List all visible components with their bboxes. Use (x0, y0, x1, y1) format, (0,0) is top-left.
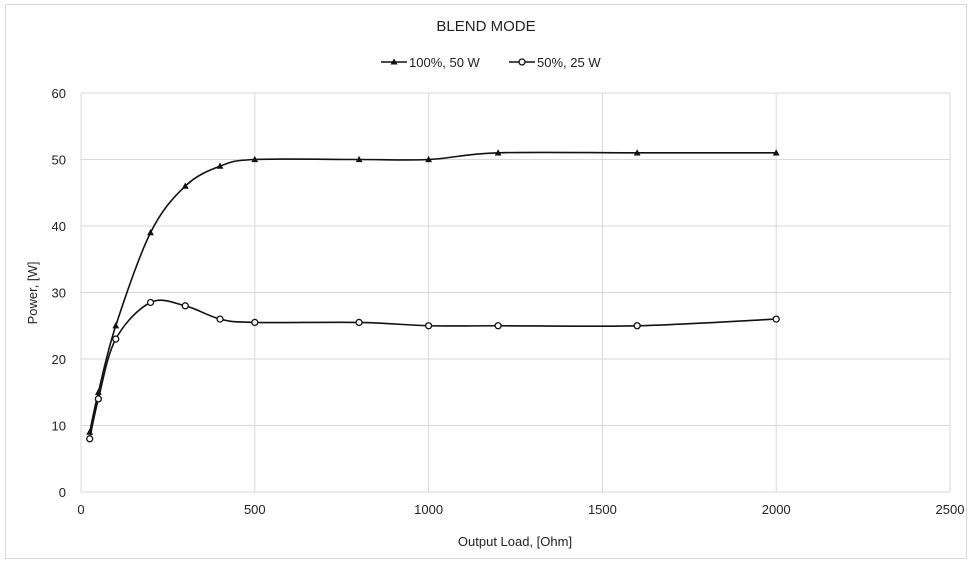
y-tick-labels: 0 10 20 30 40 50 60 (52, 86, 66, 500)
x-axis-title: Output Load, [Ohm] (458, 534, 572, 549)
data-point-circle (86, 435, 94, 443)
y-tick-label: 20 (52, 352, 66, 367)
data-point-circle (355, 318, 363, 327)
data-point-triangle (216, 162, 224, 169)
data-point-circle (181, 302, 189, 310)
data-point-circle (251, 318, 259, 327)
x-tick-labels: 0 500 1000 1500 2000 2500 (77, 502, 964, 517)
y-axis-title: Power, [W] (25, 262, 40, 325)
x-tick-label: 2500 (936, 502, 965, 517)
x-tick-label: 500 (244, 502, 266, 517)
y-tick-label: 0 (59, 485, 66, 500)
data-point-circle (772, 315, 780, 323)
data-point-triangle (425, 155, 432, 163)
legend-triangle-icon (390, 58, 398, 65)
series-layer (86, 149, 780, 443)
y-tick-label: 30 (52, 286, 66, 301)
legend-circle-icon (518, 58, 526, 66)
data-point-triangle (112, 322, 120, 329)
data-point-circle (146, 298, 155, 307)
x-tick-label: 1000 (414, 502, 443, 517)
data-point-circle (494, 322, 502, 330)
data-point-triangle (251, 155, 259, 163)
data-point-circle (633, 322, 641, 330)
legend-label-1: 100%, 50 W (409, 55, 481, 70)
data-point-circle (94, 395, 103, 403)
data-point-triangle (772, 149, 780, 156)
y-tick-label: 60 (52, 86, 66, 101)
legend-label-2: 50%, 25 W (537, 55, 601, 70)
chart-title: BLEND MODE (436, 18, 535, 35)
data-point-triangle (355, 155, 363, 163)
data-point-circle (112, 335, 120, 343)
y-tick-label: 40 (52, 219, 66, 234)
x-tick-label: 1500 (588, 502, 617, 517)
data-point-triangle (181, 182, 189, 189)
y-tick-label: 10 (52, 419, 66, 434)
x-tick-label: 2000 (762, 502, 791, 517)
legend: 100%, 50 W 50%, 25 W (381, 55, 601, 70)
series-line-2 (88, 299, 777, 439)
x-tick-label: 0 (77, 502, 84, 517)
data-point-triangle (147, 229, 154, 236)
chart-frame (5, 4, 967, 559)
data-point-circle (216, 315, 224, 323)
data-point-circle (424, 322, 433, 330)
data-point-triangle (633, 149, 641, 156)
y-tick-label: 50 (52, 153, 66, 168)
data-point-triangle (494, 149, 502, 156)
